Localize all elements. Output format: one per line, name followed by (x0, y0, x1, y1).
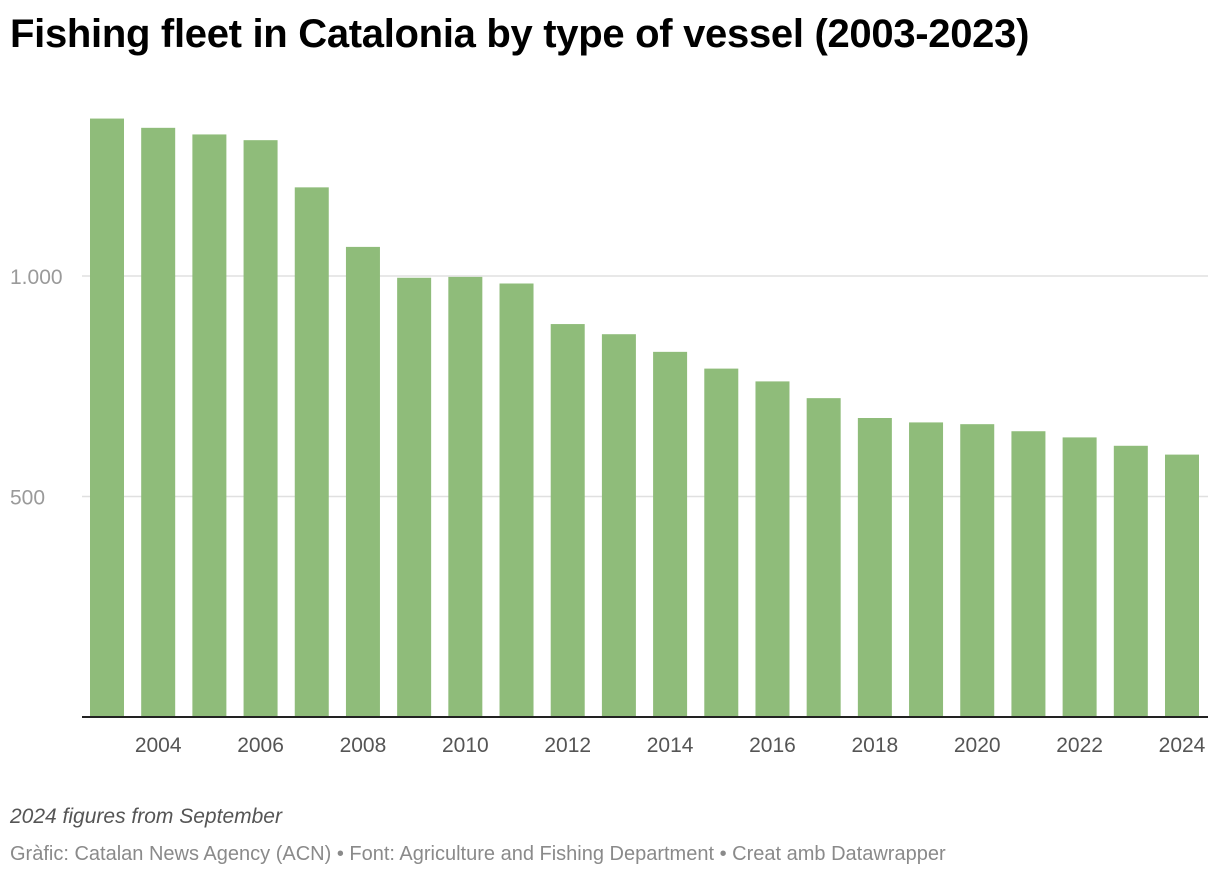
bar-2007 (294, 187, 329, 717)
x-tick-label: 2022 (1056, 734, 1103, 757)
x-tick-label: 2018 (851, 734, 898, 757)
chart-footer: Gràfic: Catalan News Agency (ACN) • Font… (10, 843, 946, 866)
x-tick-label: 2014 (647, 734, 694, 757)
source-label: Font: (349, 843, 395, 865)
x-tick-label: 2004 (135, 734, 182, 757)
x-tick-label: 2020 (954, 734, 1001, 757)
bar-2008 (345, 246, 380, 718)
bar-2018 (857, 418, 892, 717)
axes: 2004 2006 2008 2010 2012 2014 2016 2018 2020 2022… (82, 716, 1208, 757)
bar-2005 (192, 134, 227, 718)
tool-credit: Creat amb Datawrapper (732, 843, 946, 865)
bar-2010 (448, 276, 483, 717)
bar-2009 (397, 277, 432, 717)
bar-2011 (499, 283, 534, 717)
bar-2019 (909, 422, 944, 717)
x-tick-label: 2008 (340, 734, 387, 757)
x-tick-label: 2024 (1159, 734, 1206, 757)
y-tick-label: 500 (10, 487, 45, 510)
x-tick-label: 2006 (237, 734, 284, 757)
bar-2020 (960, 424, 995, 717)
bar-chart: 500 1.000 2004 2006 2008 2010 2012 2014 2016 201… (10, 118, 1208, 757)
bar-2024 (1165, 454, 1199, 717)
bar-2016 (755, 381, 790, 717)
source-credit: Agriculture and Fishing Department (399, 843, 715, 865)
x-tick-label: 2010 (442, 734, 489, 757)
bar-2022 (1062, 437, 1097, 717)
bar-2015 (704, 368, 739, 717)
bar-2003 (90, 118, 124, 718)
x-tick-label: 2012 (544, 734, 591, 757)
bar-2004 (141, 127, 176, 718)
x-tick-label: 2016 (749, 734, 796, 757)
footer-separator: • (336, 843, 344, 865)
y-tick-label: 1.000 (10, 266, 63, 289)
bar-2023 (1113, 445, 1148, 717)
footer-separator: • (719, 843, 727, 865)
bar-2017 (806, 398, 841, 717)
graphic-credit: Catalan News Agency (ACN) (74, 843, 332, 865)
bar-2014 (653, 351, 688, 717)
bars (90, 118, 1199, 718)
bar-2012 (550, 324, 585, 717)
bar-2021 (1011, 431, 1046, 717)
chart-title: Fishing fleet in Catalonia by type of ve… (10, 12, 1030, 56)
bar-2013 (601, 334, 636, 717)
graphic-label: Gràfic: (10, 843, 69, 865)
bar-2006 (243, 140, 278, 717)
chart-note: 2024 figures from September (10, 805, 282, 828)
